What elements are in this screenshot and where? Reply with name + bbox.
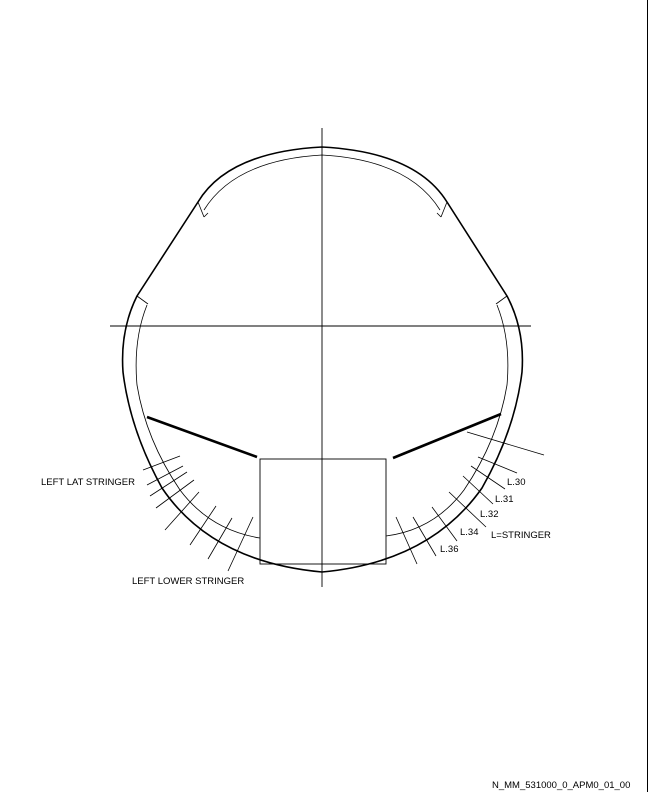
stringer-l36-label: L.36 [440,544,459,555]
right-stringer-mark [477,456,518,474]
frame-inner-right [385,304,509,537]
figure-reference-code: N_MM_531000_0_APM0_01_00 [492,780,630,791]
frame-upper-right-tab-end [436,212,442,218]
right-lateral-beam [392,412,502,460]
stringer-l32-label: L.32 [480,509,499,520]
left-stringer-mark [227,516,254,572]
frame-upper-left-tab [197,201,205,218]
fuselage-outer-skin [121,146,524,573]
stringer-l31-label: L.31 [495,494,514,505]
left-stringer-mark [207,517,233,560]
stringer-l30-label: L.30 [507,477,526,488]
stringer-l34-label: L.34 [460,527,479,538]
right-stringer-mark [466,431,545,456]
left-stringer-mark [155,479,195,509]
right-stringer-mark [448,491,487,528]
frame-upper-right-tab [440,201,448,218]
left-lat-stringer-label: LEFT LAT STRINGER [41,477,135,488]
left-lower-stringer-label: LEFT LOWER STRINGER [132,576,244,587]
left-lateral-beam [146,415,258,459]
right-stringer-mark [412,516,437,557]
frame-inner-left [135,304,261,539]
right-stringer-mark [470,465,506,490]
frame-inner-upper [203,154,441,211]
keel-box [259,458,387,565]
right-stringer-mark [462,475,494,505]
left-stringer-mark [164,491,200,531]
frame-upper-left-tab-end [203,212,209,218]
left-stringer-mark [189,505,217,546]
frame-right-tab [495,295,508,305]
left-stringer-marks [142,455,254,572]
left-stringer-mark [146,465,184,486]
right-stringer-marks [395,431,545,565]
right-stringer-mark [431,506,458,542]
left-stringer-mark [142,455,181,471]
left-stringer-mark [149,471,188,497]
right-stringer-mark [395,516,418,565]
frame-left-tab [136,295,149,305]
stringer-legend-label: L=STRINGER [491,530,551,541]
